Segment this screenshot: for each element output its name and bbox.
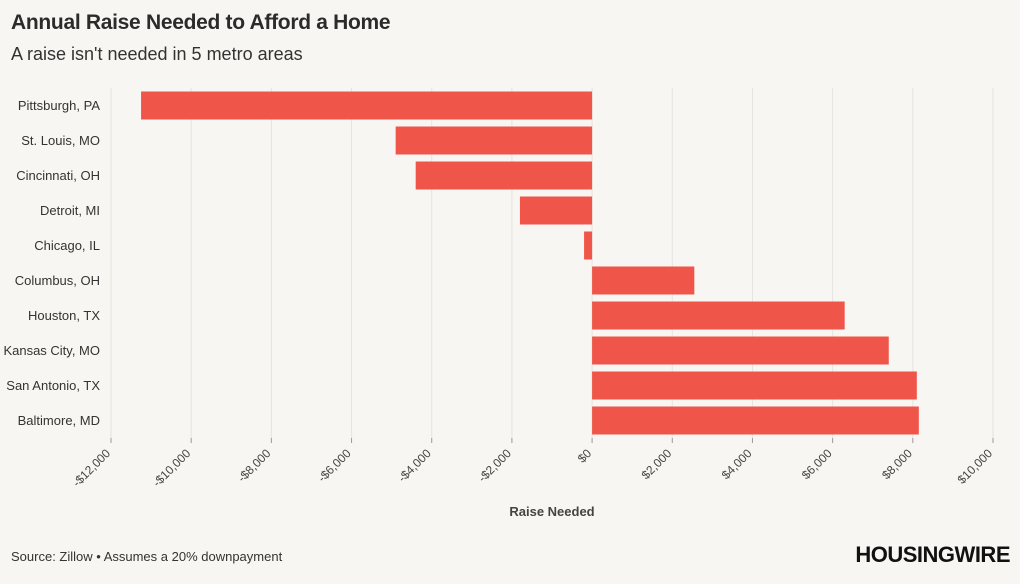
chart-title: Annual Raise Needed to Afford a Home: [11, 11, 391, 34]
category-label: Baltimore, MD: [18, 413, 100, 428]
bar: [584, 231, 593, 260]
bar: [395, 126, 593, 155]
bar: [592, 406, 919, 435]
category-label: Cincinnati, OH: [16, 168, 100, 183]
category-label: Detroit, MI: [40, 203, 100, 218]
x-tick-label: $8,000: [879, 446, 915, 482]
category-label: Houston, TX: [28, 308, 100, 323]
x-tick-label: $2,000: [639, 446, 675, 482]
chart-subtitle: A raise isn't needed in 5 metro areas: [11, 44, 303, 64]
category-label: Pittsburgh, PA: [18, 98, 100, 113]
x-tick-label: $10,000: [955, 446, 996, 487]
x-tick-label: $6,000: [799, 446, 835, 482]
category-label: San Antonio, TX: [6, 378, 100, 393]
x-tick-label: $0: [575, 446, 595, 466]
housingwire-logo[interactable]: HOUSINGWIRE: [855, 542, 1010, 567]
bar: [592, 371, 917, 400]
category-label: Kansas City, MO: [3, 343, 100, 358]
source-note: Source: Zillow • Assumes a 20% downpayme…: [11, 549, 283, 564]
bar: [415, 161, 593, 190]
bar: [519, 196, 593, 225]
x-tick-label: -$10,000: [150, 446, 194, 490]
x-tick-label: -$8,000: [235, 446, 274, 485]
x-tick-label: -$2,000: [475, 446, 514, 485]
x-tick-label: $4,000: [719, 446, 755, 482]
category-label: Columbus, OH: [15, 273, 100, 288]
bar: [141, 91, 593, 120]
bar: [592, 266, 695, 295]
x-tick-label: -$4,000: [395, 446, 434, 485]
x-tick-label: -$12,000: [70, 446, 114, 490]
bar: [592, 336, 889, 365]
category-label: Chicago, IL: [34, 238, 100, 253]
category-label: St. Louis, MO: [21, 133, 100, 148]
bar: [592, 301, 845, 330]
x-tick-label: -$6,000: [315, 446, 354, 485]
x-axis-title: Raise Needed: [509, 504, 594, 519]
